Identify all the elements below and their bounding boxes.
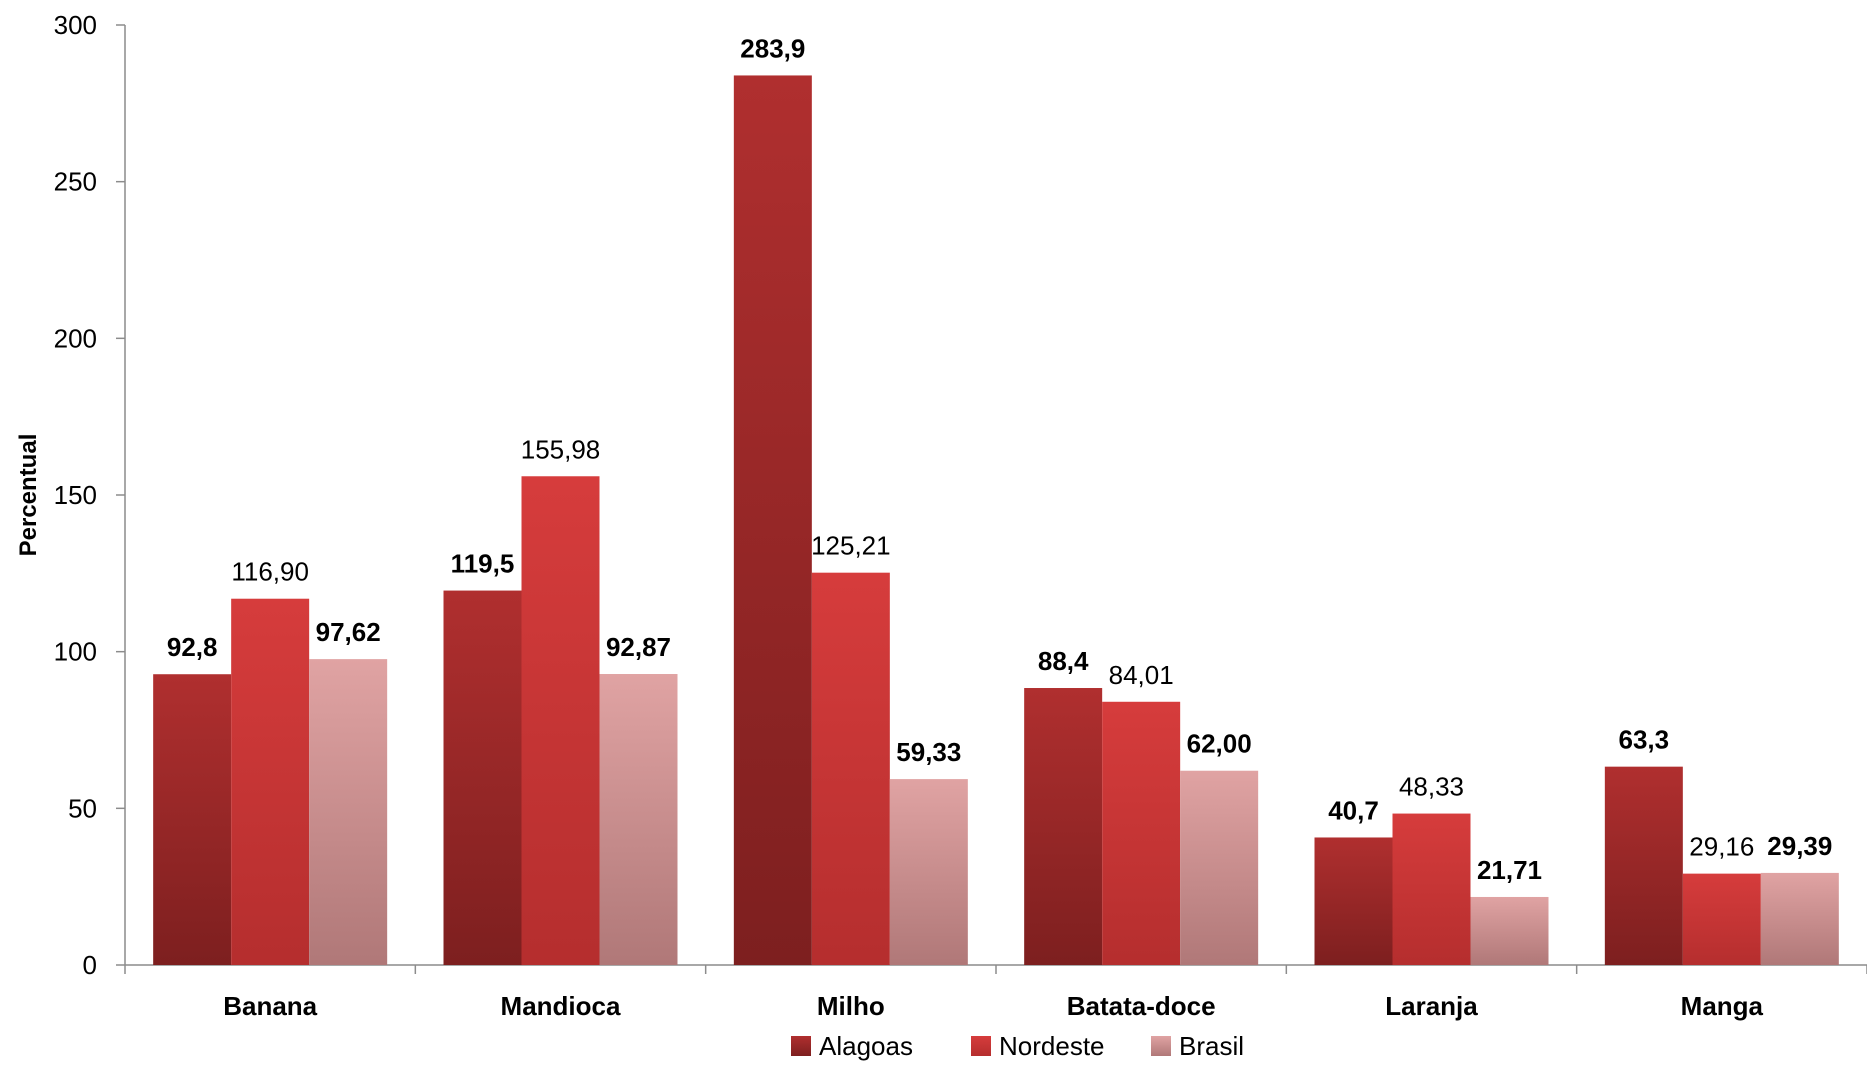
bar-brasil-manga [1760,872,1839,965]
bar-brasil-banana [309,659,388,965]
bar-brasil-mandioca [599,674,678,965]
bar-nordeste-milho [811,572,890,965]
bar-nordeste-banana [231,598,310,965]
x-tick-label: Batata-doce [1067,991,1216,1021]
data-label: 283,9 [740,33,805,63]
legend-label: Alagoas [819,1031,913,1061]
bar-alagoas-batata-doce [1024,688,1103,965]
y-tick-label: 200 [54,323,97,353]
bar-nordeste-manga [1682,873,1761,965]
legend-label: Nordeste [999,1031,1105,1061]
bar-nordeste-mandioca [521,476,600,965]
data-label: 29,39 [1767,831,1832,861]
data-label: 63,3 [1619,725,1670,755]
data-label: 88,4 [1038,646,1089,676]
y-tick-label: 250 [54,167,97,197]
legend-swatch-nordeste [971,1036,991,1056]
data-label: 119,5 [451,549,515,579]
data-label: 116,90 [231,557,309,587]
bar-nordeste-batata-doce [1102,701,1181,965]
data-label: 125,21 [811,531,891,561]
bar-alagoas-mandioca [443,590,522,965]
y-tick-label: 50 [68,793,97,823]
legend-swatch-alagoas [791,1036,811,1056]
data-label: 92,87 [606,632,671,662]
data-label: 84,01 [1109,660,1174,690]
data-label: 48,33 [1399,772,1464,802]
y-tick-label: 300 [54,10,97,40]
data-label: 97,62 [316,617,381,647]
legend-swatch-brasil [1151,1036,1171,1056]
bar-nordeste-laranja [1392,813,1471,965]
data-label: 155,98 [521,434,601,464]
x-tick-label: Laranja [1385,991,1478,1021]
data-label: 40,7 [1328,795,1379,825]
y-tick-label: 0 [83,950,97,980]
y-tick-label: 100 [54,637,97,667]
bar-brasil-batata-doce [1180,770,1259,965]
bar-alagoas-laranja [1314,837,1393,965]
x-tick-label: Banana [223,991,317,1021]
bar-brasil-milho [889,779,968,965]
legend-label: Brasil [1179,1031,1244,1061]
data-label: 59,33 [896,737,961,767]
x-tick-label: Milho [817,991,885,1021]
data-label: 21,71 [1477,855,1542,885]
y-tick-label: 150 [54,480,97,510]
x-tick-label: Manga [1681,991,1764,1021]
bar-alagoas-milho [733,75,812,966]
bar-alagoas-manga [1604,766,1683,965]
bar-brasil-laranja [1470,896,1549,965]
y-axis-title: Percentual [15,434,42,557]
data-label: 62,00 [1187,729,1252,759]
bar-alagoas-banana [153,674,232,965]
data-label: 29,16 [1689,832,1754,862]
x-tick-label: Mandioca [501,991,621,1021]
data-label: 92,8 [167,632,218,662]
